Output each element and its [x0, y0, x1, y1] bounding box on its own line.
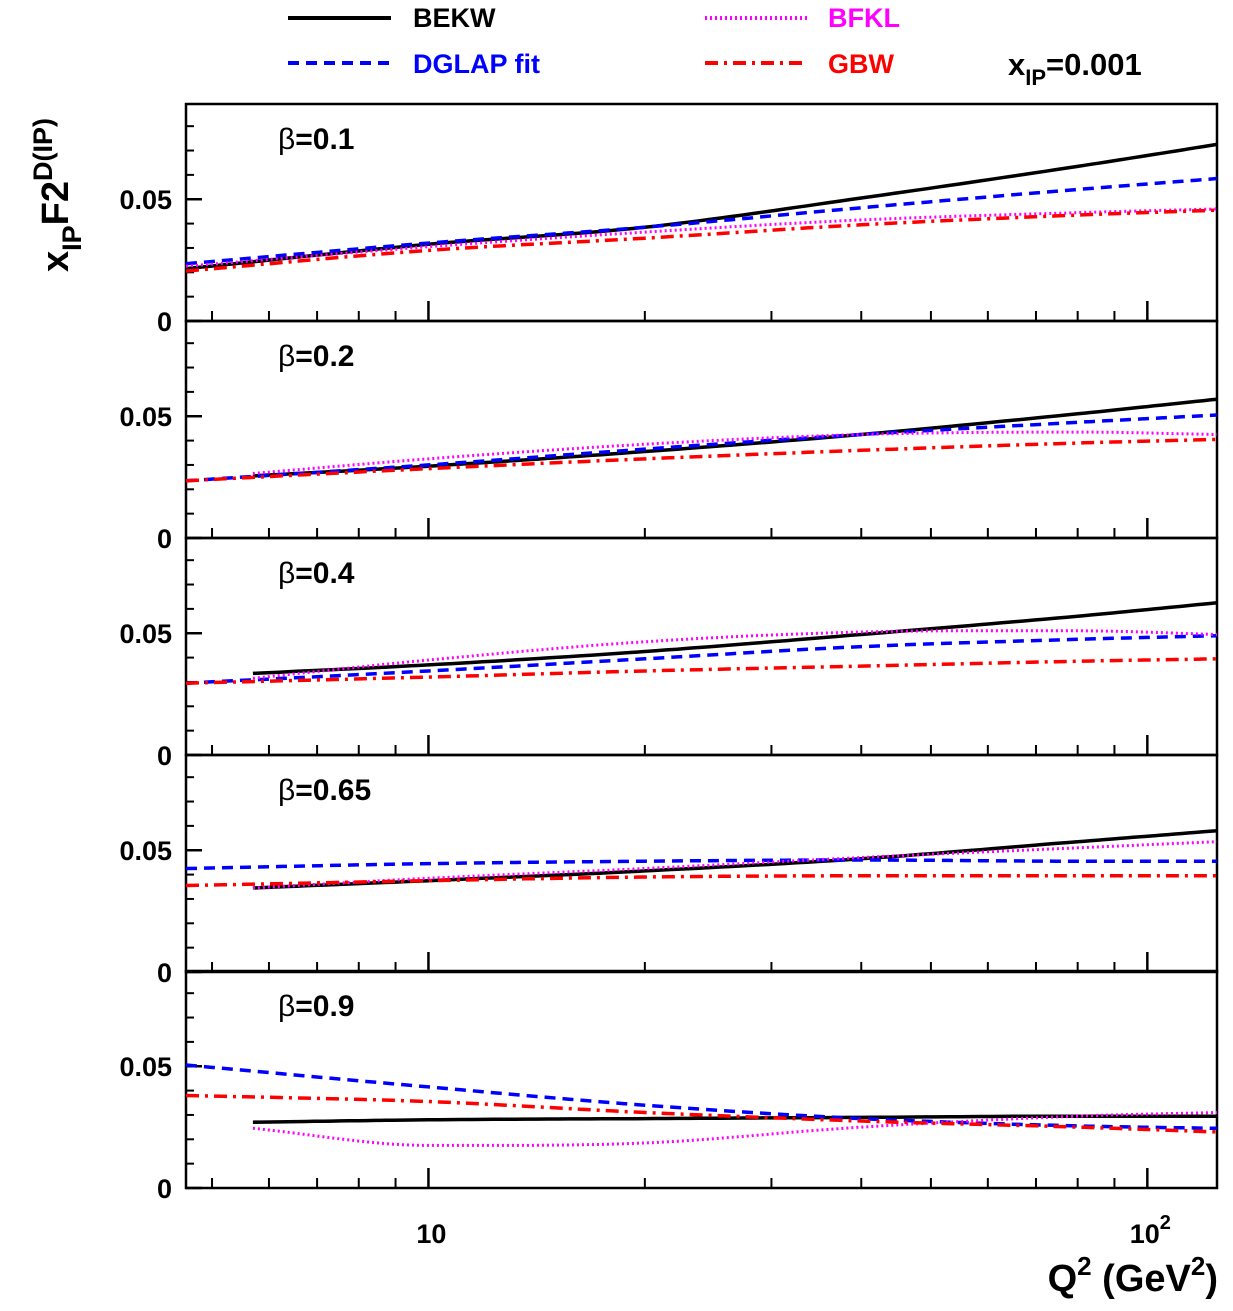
y-tick-label: 0: [157, 524, 172, 554]
panel-5: 0 0.05 β=0.9: [119, 969, 1219, 1204]
y-tick-label: 0.05: [119, 1052, 172, 1082]
x-tick-label: 10: [416, 1219, 446, 1249]
series-line-gbw: [185, 437, 1218, 483]
y-axis-title: xIPF2D(IP): [28, 118, 87, 272]
series-line-bfkl: [185, 207, 1218, 268]
beta-label: β=0.65: [278, 774, 371, 807]
y-tick-label: 0: [157, 741, 172, 771]
y-tick-label: 0.05: [119, 402, 172, 432]
panel-2: 0 0.05 β=0.2: [119, 319, 1219, 554]
beta-label: β=0.9: [278, 990, 355, 1023]
series-line-bekw: [252, 397, 1218, 478]
panel-3: 0 0.05 β=0.4: [119, 536, 1219, 771]
beta-label: β=0.2: [278, 340, 355, 373]
series-line-bfkl: [252, 430, 1218, 475]
legend-label-gbw: GBW: [828, 49, 895, 79]
y-tick-label: 0: [157, 1174, 172, 1204]
series-line-bekw: [252, 829, 1218, 890]
chart-panels: 0 0.05 β=0.1 0 0.05 β=0.2 0 0.05 β=0.4 0 0.05 β=0.6…: [119, 102, 1219, 1249]
series-line-gbw: [185, 874, 1217, 888]
series-line-gbw: [185, 657, 1218, 685]
y-tick-label: 0.05: [119, 836, 172, 866]
series-line-dglap-fit: [185, 858, 1217, 871]
series-line-dglap-fit: [185, 176, 1218, 266]
x-tick-label: 102: [1130, 1212, 1171, 1249]
series-line-bfkl: [252, 840, 1218, 890]
series-line-dglap-fit: [185, 413, 1218, 483]
beta-label: β=0.1: [278, 123, 355, 156]
y-tick-label: 0.05: [119, 185, 172, 215]
series-line-bfkl: [252, 1111, 1218, 1147]
y-tick-label: 0: [157, 958, 172, 988]
panel-1: 0 0.05 β=0.1: [119, 102, 1219, 337]
y-tick-label: 0: [157, 307, 172, 337]
x-tick-labels: 10 102: [416, 1212, 1171, 1249]
legend-label-bekw: BEKW: [413, 3, 496, 33]
legend-label-bfkl: BFKL: [828, 3, 900, 33]
legend-label-dglap-fit: DGLAP fit: [413, 49, 540, 79]
panel-4: 0 0.05 β=0.65: [119, 753, 1219, 988]
x-ip-annotation: xIP=0.001: [1008, 47, 1142, 90]
series-line-bekw: [185, 142, 1218, 271]
series-line-gbw: [185, 208, 1218, 273]
axis-titles: xIP=0.001 xIPF2D(IP) Q2 (GeV2): [28, 47, 1218, 1300]
series-line-dglap-fit: [185, 633, 1218, 685]
series-line-bekw: [252, 601, 1218, 676]
series-line-dglap-fit: [185, 1063, 1218, 1131]
series-line-gbw: [185, 1093, 1218, 1134]
panel-frame: [184, 969, 1219, 1190]
x-axis-title: Q2 (GeV2): [1048, 1251, 1218, 1300]
y-tick-label: 0.05: [119, 619, 172, 649]
beta-label: β=0.4: [278, 557, 355, 590]
legend: BEKW DGLAP fit BFKL GBW: [288, 3, 900, 79]
